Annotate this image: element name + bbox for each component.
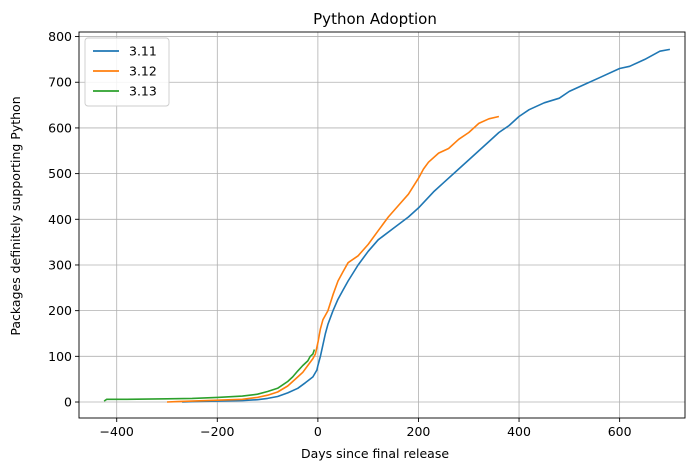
x-tick-label: 200 [407, 424, 431, 439]
x-tick-label: −400 [100, 424, 134, 439]
legend-label: 3.11 [129, 44, 157, 59]
legend-box [84, 37, 170, 107]
legend-label: 3.13 [129, 84, 157, 99]
y-tick-label: 300 [48, 257, 72, 272]
y-tick-label: 600 [48, 120, 72, 135]
y-tick-label: 100 [48, 349, 72, 364]
y-tick-label: 700 [48, 75, 72, 90]
x-tick-label: 0 [314, 424, 322, 439]
y-tick-label: 400 [48, 212, 72, 227]
plot-frame [78, 31, 686, 419]
series-line-3-11 [182, 48, 671, 403]
chart-title: Python Adoption [313, 10, 437, 28]
y-tick-label: 200 [48, 303, 72, 318]
series-line-3-12 [166, 115, 500, 403]
x-axis-label: Days since final release [301, 446, 449, 461]
y-axis-label: Packages definitely supporting Python [8, 96, 23, 335]
legend-label: 3.12 [129, 64, 157, 79]
x-tick-label: −200 [200, 424, 234, 439]
x-tick-label: 600 [608, 424, 632, 439]
y-tick-label: 800 [48, 29, 72, 44]
y-tick-label: 0 [64, 395, 72, 410]
x-tick-label: 400 [507, 424, 531, 439]
legend: 3.11 3.12 3.13 [84, 37, 170, 107]
y-tick-label: 500 [48, 166, 72, 181]
series-line-3-13 [103, 349, 316, 402]
